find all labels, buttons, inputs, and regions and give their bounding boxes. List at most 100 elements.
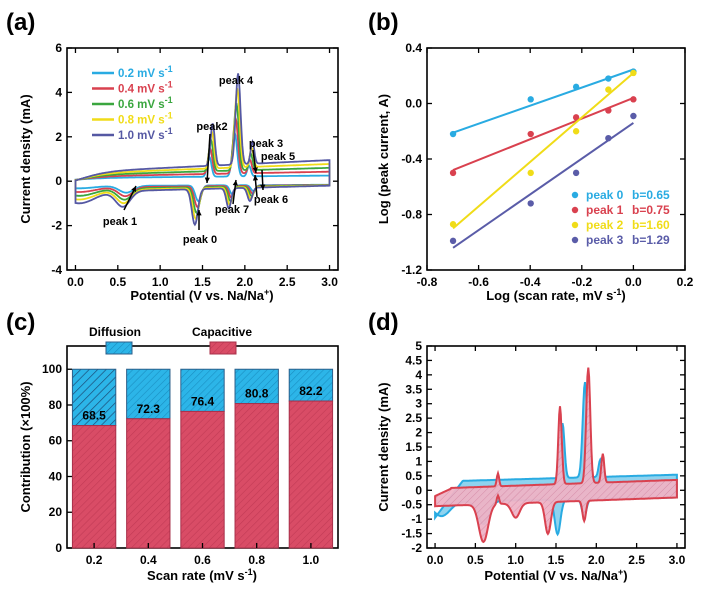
a-legend-label: 0.4 mV s-1 — [118, 80, 173, 96]
a-x-tick-label: 2.0 — [237, 275, 254, 289]
a-x-tick-label: 1.5 — [194, 275, 211, 289]
a-cv-curve-10 — [74, 73, 331, 227]
b-data-point — [572, 128, 580, 135]
b-x-tick-label: -0.8 — [417, 275, 438, 289]
a-annotation-peak2: peak2 — [196, 121, 227, 133]
a-arrow-peak7-head — [232, 180, 238, 186]
b-fit-line-0 — [452, 68, 634, 134]
a-x-tick-label: 2.5 — [279, 275, 296, 289]
chart-panel-d: 0.0 0.5 1.0 1.5 2.0 2.5 3.0-2-1.5-1-0.500.511.… — [376, 339, 686, 583]
b-data-point — [572, 83, 580, 91]
d-y-tick-label: 4.5 — [405, 353, 422, 367]
b-data-point — [605, 86, 612, 93]
a-x-tick-label: 1.0 — [152, 275, 169, 289]
a-x-tick-label: 3.0 — [321, 275, 338, 289]
panel-label-b: (b) — [368, 9, 399, 36]
a-arrow-peak3-head — [252, 167, 258, 173]
b-data-point — [605, 75, 612, 82]
b-legend-marker — [571, 236, 579, 244]
d-y-tick-label: 5 — [415, 339, 422, 353]
d-total-cv-area — [434, 381, 678, 537]
c-x-tick-label: 0.6 — [194, 553, 211, 567]
a-y-tick-label: 2 — [55, 130, 62, 144]
b-legend-label: peak 1 — [586, 203, 624, 217]
d-y-tick-label: -1 — [411, 512, 422, 526]
b-y-axis-title: Log (peak current, A) — [376, 94, 391, 224]
c-x-tick-label: 1.0 — [303, 553, 320, 567]
b-legend-b-value: b=1.60 — [632, 218, 670, 232]
a-arrow-peak2-head — [204, 177, 210, 183]
d-y-tick-label: 4 — [415, 368, 422, 382]
c-data-label: 76.4 — [191, 394, 215, 408]
b-legend-label: peak 3 — [586, 233, 624, 247]
a-arrow-peak5-head — [260, 184, 266, 190]
b-x-tick-label: -0.2 — [571, 275, 592, 289]
c-bar-diffusion — [126, 368, 171, 420]
c-x-tick-label: 0.8 — [248, 553, 265, 567]
b-legend-marker — [571, 221, 579, 229]
d-y-tick-label: -1.5 — [401, 527, 422, 541]
chart-panel-c: 0 20 40 60 80 100 68.5 0.2 72.3 0.4 76.4 0.6 80.8 0.8… — [18, 325, 339, 583]
a-y-tick-label: 4 — [55, 85, 62, 99]
a-legend-label: 0.6 mV s-1 — [118, 95, 173, 111]
c-bar-capacitive — [234, 403, 279, 549]
a-y-tick-label: 6 — [55, 41, 62, 55]
b-fit-line-1 — [452, 97, 634, 172]
b-legend-b-value: b=1.29 — [632, 233, 670, 247]
b-data-point — [605, 134, 612, 142]
b-legend-marker — [571, 191, 579, 199]
c-legend-swatch-diffusion — [105, 341, 133, 355]
c-y-tick-label: 40 — [49, 469, 63, 483]
b-data-point — [605, 107, 612, 114]
b-data-point — [572, 169, 580, 177]
c-bar-capacitive — [126, 418, 171, 549]
a-arrow-peak1-head — [131, 186, 136, 192]
d-y-tick-label: 3.5 — [405, 382, 422, 396]
d-y-axis-title: Current density (mA) — [376, 382, 391, 511]
b-x-tick-label: 0.2 — [677, 275, 694, 289]
a-x-tick-label: 0.0 — [67, 275, 84, 289]
b-data-point — [527, 200, 534, 207]
c-bar-diffusion — [234, 368, 279, 405]
d-x-axis-title: Potential (V vs. Na/Na+) — [484, 567, 627, 583]
a-annotation-peak6: peak 6 — [254, 194, 288, 206]
d-x-tick-label: 0.0 — [427, 553, 444, 567]
b-data-point — [527, 130, 534, 138]
b-legend-b-value: b=0.75 — [632, 203, 670, 217]
c-bar-capacitive — [288, 400, 334, 549]
a-annotation-peak0: peak 0 — [183, 234, 217, 246]
a-y-tick-label: -2 — [51, 219, 62, 233]
d-y-tick-label: -0.5 — [401, 498, 422, 512]
b-data-point — [527, 169, 534, 177]
panel-label-c: (c) — [6, 309, 35, 336]
c-x-tick-label: 0.4 — [140, 553, 157, 567]
a-x-tick-label: 0.5 — [109, 275, 126, 289]
b-data-point — [449, 169, 457, 177]
d-y-tick-label: 2 — [415, 426, 422, 440]
c-legend-swatch-capacitive — [209, 341, 237, 355]
c-bar-diffusion — [71, 368, 117, 427]
b-data-point — [630, 96, 637, 103]
a-arrow-peak6-head — [252, 175, 259, 181]
c-data-label: 82.2 — [299, 384, 323, 398]
d-y-tick-label: 3 — [415, 397, 422, 411]
b-y-tick-label: -0.8 — [401, 208, 422, 222]
d-x-tick-label: 1.5 — [548, 553, 565, 567]
d-x-tick-label: 2.0 — [588, 553, 605, 567]
c-bar-capacitive — [71, 425, 117, 549]
b-data-point — [527, 96, 534, 103]
b-data-point — [449, 237, 457, 245]
c-y-tick-label: 100 — [42, 362, 62, 376]
c-x-tick-label: 0.2 — [86, 553, 103, 567]
a-annotation-peak5: peak 5 — [261, 151, 295, 163]
b-data-point — [630, 112, 637, 120]
a-legend-label: 0.2 mV s-1 — [118, 64, 173, 80]
c-data-label: 68.5 — [82, 409, 106, 423]
b-y-tick-label: 0.4 — [405, 41, 422, 55]
b-fit-line-2 — [452, 72, 635, 230]
b-x-axis-title: Log (scan rate, mV s-1) — [486, 287, 626, 303]
d-capacitive-cv-area — [434, 367, 678, 544]
c-y-tick-label: 80 — [49, 398, 63, 412]
b-x-tick-label: 0.0 — [625, 275, 642, 289]
